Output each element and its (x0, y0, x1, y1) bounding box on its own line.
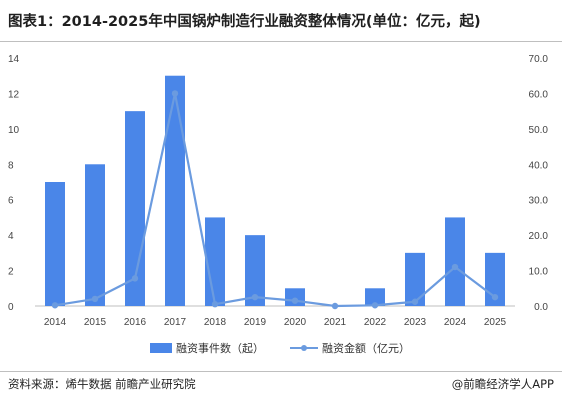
bar (245, 235, 265, 306)
x-tick-label: 2023 (404, 317, 427, 328)
bar (205, 217, 225, 306)
line-point (211, 301, 219, 308)
line-point (371, 302, 379, 309)
x-tick-label: 2020 (284, 317, 307, 328)
line-point (91, 295, 99, 303)
x-tick-label: 2022 (364, 317, 387, 328)
bar (365, 288, 385, 306)
title-divider (0, 41, 562, 42)
y-right-tick-label: 70.0 (529, 54, 549, 65)
x-axis: 2014 2015 2016 2017 2018 2019 2020 2021 2022 2023… (44, 317, 507, 328)
bar (405, 252, 425, 306)
bar (85, 164, 105, 306)
bar (445, 217, 465, 306)
y-right-tick-label: 10.0 (529, 267, 549, 278)
line-point (171, 90, 179, 97)
legend-bar-label: 融资事件数（起） (176, 342, 264, 355)
bar-series (45, 75, 505, 307)
x-tick-label: 2019 (244, 317, 267, 328)
amount-line (54, 92, 496, 308)
y-left-tick-label: 14 (8, 54, 20, 65)
y-right-tick-label: 30.0 (529, 196, 549, 207)
footer-divider (0, 371, 562, 372)
y-left-axis: 0 2 4 6 8 10 12 14 (8, 54, 20, 313)
line-point (411, 298, 419, 305)
y-left-tick-label: 4 (8, 231, 14, 242)
legend: 融资事件数（起） 融资金额（亿元） (150, 341, 410, 355)
brand-label: @前瞻经济学人APP (451, 377, 554, 391)
y-left-tick-label: 2 (8, 267, 14, 278)
y-right-tick-label: 0.0 (534, 302, 548, 313)
y-left-tick-label: 10 (8, 125, 20, 136)
line-point (491, 293, 499, 301)
line-point (331, 302, 339, 310)
y-right-axis: 0.0 10.0 20.0 30.0 40.0 50.0 60.0 70.0 (529, 54, 549, 313)
y-left-tick-label: 0 (8, 302, 14, 313)
x-tick-label: 2021 (324, 317, 347, 328)
x-tick-label: 2014 (44, 317, 67, 328)
line-series (51, 90, 499, 310)
line-point (291, 297, 299, 304)
x-tick-label: 2025 (484, 317, 507, 328)
x-tick-label: 2017 (164, 317, 187, 328)
line-point (131, 275, 139, 282)
legend-line-label: 融资金额（亿元） (322, 341, 410, 355)
line-point (51, 302, 59, 309)
y-right-tick-label: 60.0 (529, 89, 549, 100)
bar (165, 75, 185, 306)
bar (45, 182, 65, 306)
x-tick-label: 2016 (124, 317, 147, 328)
source-note: 资料来源：烯牛数据 前瞻产业研究院 (8, 377, 196, 391)
y-left-tick-label: 12 (8, 89, 20, 100)
x-tick-label: 2018 (204, 317, 227, 328)
y-left-tick-label: 6 (8, 196, 14, 207)
y-right-tick-label: 20.0 (529, 231, 549, 242)
legend-bar-swatch (150, 343, 172, 353)
y-left-tick-label: 8 (8, 160, 14, 171)
chart: 0 2 4 6 8 10 12 14 0.0 10.0 20.0 30.0 40.0 50.0 60.0 7… (8, 54, 549, 355)
line-point (251, 293, 259, 301)
y-right-tick-label: 50.0 (529, 125, 549, 136)
legend-line-marker (301, 345, 307, 351)
y-right-tick-label: 40.0 (529, 160, 549, 171)
x-tick-label: 2024 (444, 317, 467, 328)
x-tick-label: 2015 (84, 317, 107, 328)
line-point (451, 263, 459, 271)
chart-title: 图表1：2014-2025年中国锅炉制造行业融资整体情况(单位：亿元，起) (8, 14, 481, 30)
